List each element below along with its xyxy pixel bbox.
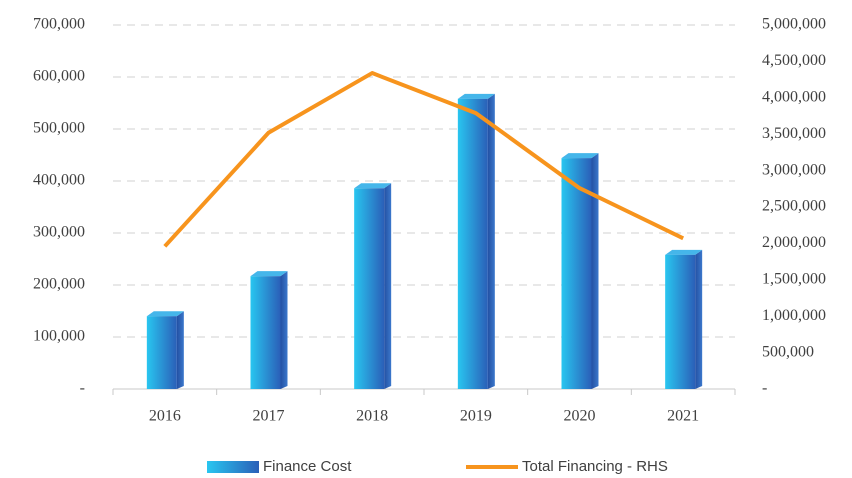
y-tick-label: 100,000 bbox=[33, 328, 85, 345]
bar-side bbox=[176, 311, 184, 389]
x-tick-label: 2016 bbox=[149, 408, 181, 425]
bar-top bbox=[146, 311, 184, 317]
bar-front bbox=[354, 188, 385, 389]
bar-side bbox=[487, 93, 495, 389]
bar bbox=[146, 311, 184, 389]
bar-front bbox=[250, 276, 281, 389]
y2-tick-label: 2,500,000 bbox=[762, 198, 826, 215]
bar-top bbox=[561, 153, 599, 159]
bar-top bbox=[354, 183, 392, 189]
legend-label: Finance Cost bbox=[263, 458, 352, 475]
bar-side bbox=[280, 271, 288, 389]
bar-side bbox=[695, 249, 703, 389]
y2-tick-label: 2,000,000 bbox=[762, 234, 826, 251]
bar-top bbox=[665, 249, 703, 255]
y2-tick-label: 500,000 bbox=[762, 343, 814, 360]
bar-front bbox=[561, 158, 592, 389]
y-tick-label: 700,000 bbox=[33, 16, 85, 33]
y-tick-label: 200,000 bbox=[33, 276, 85, 293]
x-tick-label: 2020 bbox=[564, 408, 596, 425]
y-tick-label: 400,000 bbox=[33, 172, 85, 189]
y-tick-label: 500,000 bbox=[33, 120, 85, 137]
y2-tick-label: 4,500,000 bbox=[762, 52, 826, 69]
y-tick-label: 600,000 bbox=[33, 68, 85, 85]
bar-front bbox=[457, 98, 488, 389]
y-tick-label: 300,000 bbox=[33, 224, 85, 241]
bar-top bbox=[250, 271, 288, 277]
legend-label: Total Financing - RHS bbox=[522, 458, 668, 475]
bar bbox=[250, 271, 288, 389]
bar-front bbox=[665, 254, 696, 389]
bar bbox=[561, 153, 599, 389]
bar-side bbox=[591, 153, 599, 389]
x-tick-label: 2019 bbox=[460, 408, 492, 425]
bar-side bbox=[384, 183, 392, 389]
bar bbox=[665, 249, 703, 389]
bar-top bbox=[457, 93, 495, 99]
x-tick-label: 2017 bbox=[253, 408, 285, 425]
y2-tick-label: 3,500,000 bbox=[762, 125, 826, 142]
bar bbox=[457, 93, 495, 389]
y2-tick-label: 1,500,000 bbox=[762, 270, 826, 287]
bar bbox=[354, 183, 392, 389]
y2-tick-label: 4,000,000 bbox=[762, 88, 826, 105]
y2-tick-label: 1,000,000 bbox=[762, 307, 826, 324]
legend-swatch bbox=[207, 461, 259, 473]
y-tick-label: - bbox=[80, 380, 85, 397]
x-tick-label: 2021 bbox=[667, 408, 699, 425]
bar-front bbox=[146, 316, 177, 389]
line bbox=[163, 71, 685, 248]
y2-tick-label: 5,000,000 bbox=[762, 16, 826, 33]
y2-tick-label: 3,000,000 bbox=[762, 161, 826, 178]
y2-tick-label: - bbox=[762, 380, 767, 397]
x-tick-label: 2018 bbox=[356, 408, 388, 425]
